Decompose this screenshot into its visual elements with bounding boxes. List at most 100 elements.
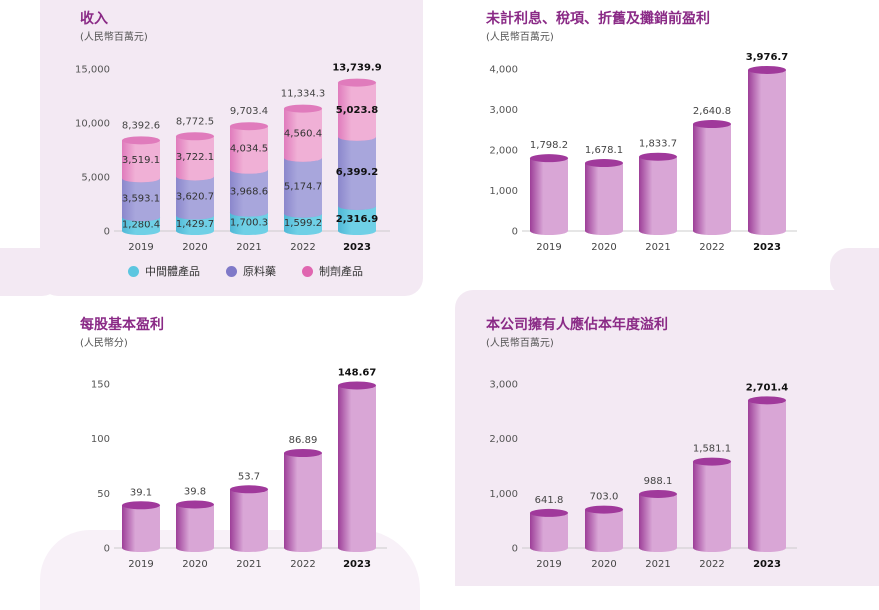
- revenue-bar-2021-seg1-body: [230, 169, 268, 217]
- revenue-bar-2022-seg2-top: [284, 104, 322, 113]
- eps-value-label: 86.89: [289, 435, 318, 446]
- eps-ytick: 50: [97, 489, 110, 500]
- ebitda-value-label: 3,976.7: [746, 52, 788, 63]
- ebitda-ytick: 0: [512, 227, 518, 238]
- profit-bar-2019-top: [530, 508, 568, 517]
- profit-xtick: 2020: [591, 559, 616, 570]
- profit-bar-2023-top: [748, 396, 786, 405]
- revenue-seg-label: 1,280.4: [122, 220, 160, 231]
- eps-bar-2020-body: [176, 504, 214, 552]
- legend-item-api: 原料藥: [226, 263, 276, 279]
- eps-ytick: 150: [91, 380, 110, 391]
- profit-bar-2022-top: [693, 457, 731, 466]
- ebitda-bar-2021-body: [639, 156, 677, 235]
- revenue-total-label: 8,772.5: [176, 116, 214, 127]
- revenue-seg-label: 1,700.3: [230, 217, 268, 228]
- eps-bar-2019-body: [122, 505, 160, 552]
- revenue-bar-2021-seg0-body: [230, 212, 268, 235]
- revenue-bar-2023-seg1-body: [338, 136, 376, 210]
- revenue-bar-2020-seg1-body: [176, 176, 214, 220]
- ebitda-xtick: 2019: [536, 242, 561, 253]
- revenue-seg-label: 3,722.1: [176, 152, 214, 163]
- cyan-dot-icon: [128, 265, 139, 277]
- eps-bar-2019-top: [122, 501, 160, 510]
- revenue-seg-label: 5,174.7: [284, 181, 322, 192]
- ebitda-ytick: 3,000: [489, 105, 518, 116]
- ebitda-value-label: 1,798.2: [530, 140, 568, 151]
- ebitda-bar-2022-top: [693, 120, 731, 129]
- revenue-bar-2021-seg2-top: [230, 122, 268, 131]
- profit-bar-2020-top: [585, 505, 623, 514]
- eps-bar-2022-top: [284, 449, 322, 458]
- revenue-bar-2020-seg0-body: [176, 215, 214, 235]
- revenue-xtick: 2020: [182, 242, 207, 253]
- ebitda-value-label: 2,640.8: [693, 106, 731, 117]
- eps-value-label: 148.67: [338, 367, 377, 378]
- ebitda-bar-2020-body: [585, 163, 623, 235]
- eps-xtick: 2023: [343, 559, 371, 570]
- revenue-total-label: 13,739.9: [332, 63, 381, 74]
- profit-bar-2019-body: [530, 512, 568, 552]
- revenue-seg-label: 4,034.5: [230, 143, 268, 154]
- revenue-xtick: 2023: [343, 242, 371, 253]
- revenue-total-label: 9,703.4: [230, 106, 268, 117]
- ebitda-panel: 未計利息、稅項、折舊及攤銷前盈利 (人民幣百萬元) 0 1,000 2,000 3,0…: [440, 0, 879, 296]
- eps-chart: 0 50 100 150 39.1 2019 39.8 2020 53.7 2021 86.89 20…: [91, 367, 387, 570]
- profit-value-label: 703.0: [590, 492, 619, 503]
- profit-bar-2021-top: [639, 489, 677, 498]
- legend-label-formulation: 制劑產品: [319, 265, 363, 278]
- profit-value-label: 641.8: [535, 495, 564, 506]
- revenue-title: 收入: [80, 11, 108, 27]
- ebitda-ytick: 1,000: [489, 186, 518, 197]
- revenue-bar-2023-seg2-top: [338, 78, 376, 87]
- revenue-bar-2019-seg2-top: [122, 136, 160, 145]
- eps-ytick: 0: [104, 544, 110, 555]
- revenue-bar-2020-seg2-body: [176, 136, 214, 181]
- profit-value-label: 2,701.4: [746, 382, 788, 393]
- profit-bar-2021-body: [639, 493, 677, 552]
- revenue-seg-label: 2,316.9: [336, 214, 378, 225]
- profit-bar-2022-body: [693, 461, 731, 552]
- eps-bar-2021-body: [230, 489, 268, 552]
- eps-unit: (人民幣分): [80, 338, 128, 349]
- revenue-xtick: 2019: [128, 242, 153, 253]
- revenue-total-label: 11,334.3: [281, 89, 326, 100]
- revenue-seg-label: 3,968.6: [230, 187, 268, 198]
- legend-item-formulation: 制劑產品: [302, 263, 363, 279]
- eps-xtick: 2019: [128, 559, 153, 570]
- profit-ytick: 3,000: [489, 380, 518, 391]
- profit-xtick: 2023: [753, 559, 781, 570]
- ebitda-ytick: 2,000: [489, 146, 518, 157]
- profit-xtick: 2021: [645, 559, 670, 570]
- revenue-seg-label: 3,620.7: [176, 192, 214, 203]
- revenue-bar-2022-seg1-body: [284, 157, 322, 218]
- revenue-bar-2019-seg0-body: [122, 217, 160, 235]
- ebitda-bar-2021-top: [639, 152, 677, 161]
- revenue-bar-2020-seg2-top: [176, 132, 214, 141]
- ebitda-bar-2023-body: [748, 69, 786, 235]
- revenue-total-label: 8,392.6: [122, 120, 160, 131]
- eps-value-label: 39.1: [130, 487, 152, 498]
- revenue-ytick: 5,000: [81, 173, 110, 184]
- revenue-seg-label: 4,560.4: [284, 129, 322, 140]
- revenue-seg-label: 1,429.7: [176, 219, 214, 230]
- ebitda-value-label: 1,833.7: [639, 139, 677, 150]
- profit-panel: 本公司擁有人應佔本年度溢利 (人民幣百萬元) 0 1,000 2,000 3,000 6…: [440, 296, 879, 586]
- ebitda-xtick: 2023: [753, 242, 781, 253]
- ebitda-bar-2022-body: [693, 124, 731, 235]
- ebitda-value-label: 1,678.1: [585, 145, 623, 156]
- ebitda-bar-2019-top: [530, 154, 568, 163]
- profit-ytick: 1,000: [489, 489, 518, 500]
- purple-dot-icon: [226, 265, 237, 277]
- ebitda-xtick: 2020: [591, 242, 616, 253]
- eps-bar-2022-body: [284, 453, 322, 552]
- pink-dot-icon: [302, 265, 313, 277]
- profit-xtick: 2019: [536, 559, 561, 570]
- revenue-seg-label: 5,023.8: [336, 105, 378, 116]
- eps-panel: 每股基本盈利 (人民幣分) 0 50 100 150 39.1 2019 39.8 2020 5…: [0, 296, 440, 586]
- revenue-bar-2022-seg0-body: [284, 213, 322, 235]
- revenue-bar-2022-seg2-body: [284, 108, 322, 162]
- profit-xtick: 2022: [699, 559, 724, 570]
- right-connector-background: [830, 248, 879, 296]
- profit-title: 本公司擁有人應佔本年度溢利: [486, 317, 668, 333]
